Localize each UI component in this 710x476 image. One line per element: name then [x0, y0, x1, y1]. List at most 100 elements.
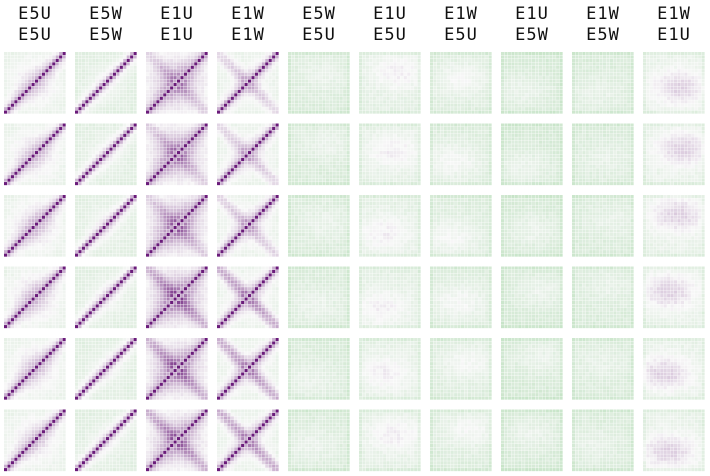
heatmap-cell: [166, 171, 170, 175]
heatmap-cell: [55, 290, 59, 294]
heatmap-cell: [183, 168, 187, 172]
heatmap-cell: [24, 358, 28, 362]
heatmap-cell: [130, 175, 134, 179]
heatmap-cell: [81, 144, 85, 148]
heatmap-cell: [88, 236, 92, 240]
heatmap-cell: [204, 269, 208, 274]
heatmap-cell: [112, 58, 116, 62]
heatmap-cell: [130, 269, 134, 274]
heatmap-cell: [92, 440, 96, 444]
heatmap-cell: [170, 195, 174, 199]
heatmap-cell: [116, 307, 120, 311]
heatmap-cell: [159, 215, 163, 219]
heatmap-cell: [92, 219, 96, 223]
heatmap-cell: [41, 437, 45, 441]
heatmap-cell: [133, 215, 137, 219]
heatmap-cell: [35, 358, 39, 362]
heatmap-cell: [14, 372, 18, 376]
heatmap-cell: [31, 307, 35, 311]
heatmap-cell: [24, 454, 28, 458]
heatmap-cell: [88, 253, 92, 257]
heatmap-cell: [14, 123, 18, 127]
heatmap-cell: [201, 246, 205, 250]
heatmap-cell: [109, 365, 113, 369]
heatmap-cell: [106, 412, 110, 417]
heatmap-cell: [59, 69, 63, 73]
heatmap-cell: [159, 140, 163, 144]
heatmap-cell: [112, 273, 116, 277]
heatmap-cell: [24, 72, 28, 76]
heatmap-cell: [183, 100, 187, 104]
heatmap-cell: [4, 447, 8, 451]
heatmap-cell: [201, 280, 205, 284]
heatmap-cell: [28, 246, 32, 250]
heatmap-cell: [133, 58, 137, 62]
heatmap-cell: [21, 140, 25, 144]
heatmap-cell: [21, 137, 25, 141]
heatmap-cell: [10, 96, 14, 100]
heatmap-cell: [106, 168, 110, 172]
heatmap-cell: [59, 372, 63, 376]
heatmap-cell: [173, 222, 177, 226]
heatmap-cell: [14, 93, 18, 97]
heatmap-cell: [106, 86, 110, 90]
heatmap-cell: [78, 246, 82, 250]
heatmap-cell: [187, 246, 191, 250]
heatmap-cell: [109, 110, 113, 114]
heatmap-cell: [177, 161, 181, 165]
heatmap-cell: [102, 246, 106, 250]
heatmap-cell: [92, 437, 96, 441]
heatmap-cell: [78, 423, 82, 427]
heatmap-cell: [102, 362, 106, 366]
heatmap-cell: [119, 412, 123, 417]
heatmap-cell: [48, 229, 52, 233]
heatmap-cell: [7, 147, 11, 151]
heatmap-cell: [21, 280, 25, 284]
heatmap-cell: [102, 338, 106, 342]
heatmap-cell: [130, 72, 134, 76]
heatmap-cell: [59, 107, 63, 111]
heatmap-cell: [88, 171, 92, 175]
heatmap-cell: [173, 144, 177, 148]
heatmap-cell: [7, 273, 11, 277]
heatmap-cell: [78, 100, 82, 104]
heatmap-cell: [7, 107, 11, 111]
heatmap-cell: [62, 212, 66, 216]
column-label-9: E1W E5W: [568, 4, 638, 46]
heatmap-cell: [119, 325, 123, 329]
heatmap-cell: [10, 426, 14, 430]
heatmap-cell: [75, 58, 79, 62]
heatmap-cell: [31, 369, 35, 373]
heatmap-cell: [52, 55, 56, 59]
heatmap-cell: [116, 311, 120, 315]
heatmap-cell: [152, 253, 156, 257]
heatmap-cell: [92, 239, 96, 243]
heatmap-cell: [112, 321, 116, 325]
heatmap-cell: [187, 55, 191, 59]
heatmap-cell: [45, 307, 49, 311]
heatmap-cell: [88, 52, 92, 56]
heatmap-cell: [177, 236, 181, 240]
heatmap-cell: [35, 164, 39, 168]
heatmap-cell: [112, 307, 116, 311]
heatmap-cell: [112, 100, 116, 104]
heatmap-cell: [126, 219, 130, 223]
heatmap-cell: [45, 348, 49, 352]
heatmap-cell: [119, 168, 123, 172]
heatmap-cell: [159, 161, 163, 165]
heatmap-cell: [130, 276, 134, 280]
heatmap-cell: [78, 304, 82, 308]
heatmap-cell: [92, 130, 96, 134]
heatmap-cell: [152, 161, 156, 165]
heatmap-cell: [112, 168, 116, 172]
heatmap-cell: [112, 266, 116, 270]
heatmap-cell: [38, 130, 42, 134]
heatmap-cell: [173, 246, 177, 250]
heatmap-cell: [4, 175, 8, 179]
heatmap-cell: [116, 130, 120, 134]
heatmap-cell: [119, 144, 123, 148]
heatmap-cell: [59, 236, 63, 240]
heatmap-cell: [7, 222, 11, 226]
heatmap-cell: [116, 362, 120, 366]
heatmap-cell: [190, 201, 194, 205]
